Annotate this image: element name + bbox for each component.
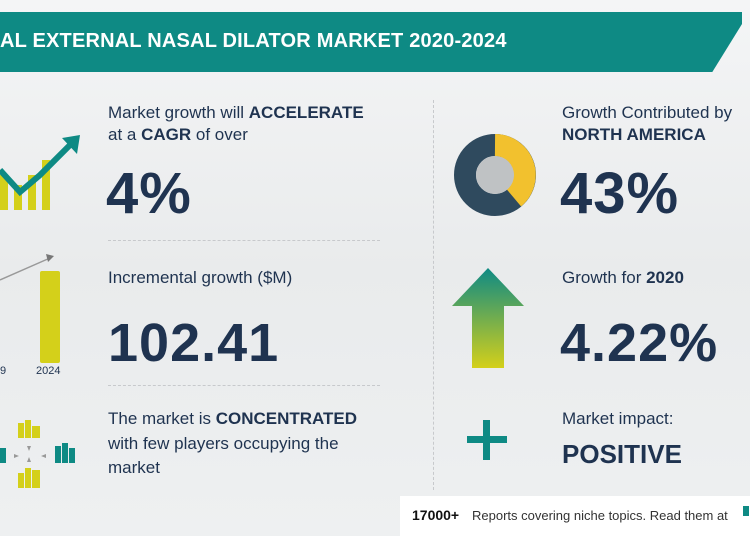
divider	[108, 240, 380, 241]
footer-bar: 17000+ Reports covering niche topics. Re…	[400, 496, 750, 536]
footer-text: Reports covering niche topics. Read them…	[472, 508, 728, 523]
growth-chart-icon	[0, 135, 80, 210]
vertical-divider	[433, 100, 434, 490]
impact-label: Market impact:	[562, 409, 674, 428]
title-banner	[0, 12, 742, 72]
growth-for-label: Growth for 2020	[562, 268, 684, 287]
growth-for-value: 4.22%	[560, 313, 719, 373]
growth-text-line2: at a CAGR of over	[108, 125, 248, 144]
plus-icon	[467, 420, 507, 460]
bar-2024	[40, 271, 60, 363]
impact-value: POSITIVE	[562, 439, 682, 469]
incremental-value: 102.41	[108, 313, 280, 373]
divider	[108, 385, 380, 386]
growth-text-line1: Market growth will ACCELERATE	[108, 103, 364, 122]
market-text-line2: with few players occupying the	[108, 434, 339, 453]
chart-year-right: 2024	[36, 365, 61, 377]
market-text-line1: The market is CONCENTRATED	[108, 409, 358, 428]
concentrated-market-icon	[0, 420, 75, 488]
page-title: AL EXTERNAL NASAL DILATOR MARKET 2020-20…	[0, 30, 507, 52]
market-text-line3: market	[108, 458, 160, 477]
contrib-region: NORTH AMERICA	[562, 125, 706, 144]
brand-logo-icon	[743, 506, 749, 516]
cagr-value: 4%	[106, 161, 192, 226]
chart-year-left: 9	[0, 365, 7, 377]
incremental-label: Incremental growth ($M)	[108, 268, 293, 287]
donut-chart-icon	[454, 134, 536, 216]
up-arrow-icon	[452, 268, 524, 368]
footer-count: 17000+	[412, 507, 460, 523]
contrib-value: 43%	[560, 161, 680, 226]
contrib-label: Growth Contributed by	[562, 103, 733, 122]
bar-chart-icon	[0, 254, 60, 363]
